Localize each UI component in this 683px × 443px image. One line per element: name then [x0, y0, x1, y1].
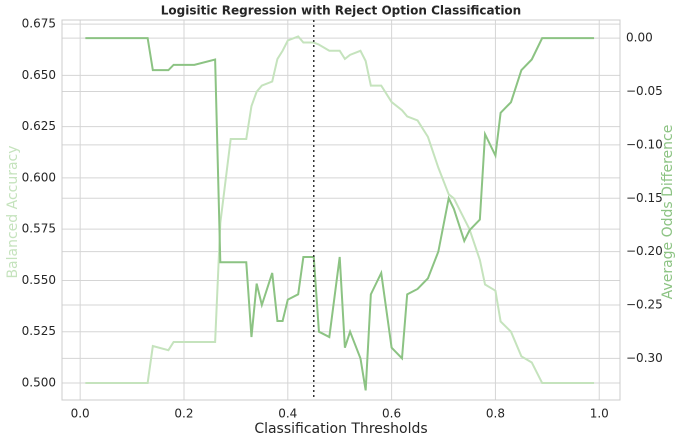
y-tick-label: 0.575	[22, 222, 56, 236]
x-tick-label: 1.0	[590, 407, 609, 421]
y-tick-label: 0.600	[22, 170, 56, 184]
y-tick-label: 0.675	[22, 17, 56, 31]
y2-tick-label: −0.20	[626, 244, 663, 258]
y-tick-label: 0.500	[22, 375, 56, 389]
y-axis-label: Balanced Accuracy	[5, 145, 21, 278]
y2-tick-label: −0.05	[626, 84, 663, 98]
y2-tick-label: −0.30	[626, 351, 663, 365]
series-line	[85, 35, 595, 384]
chart-title: Logisitic Regression with Reject Option …	[161, 4, 521, 18]
y2-tick-label: −0.10	[626, 137, 663, 151]
x-tick-label: 0.4	[278, 407, 297, 421]
x-tick-label: 0.2	[174, 407, 193, 421]
y-tick-label: 0.625	[22, 119, 56, 133]
y2-tick-label: 0.00	[626, 31, 653, 45]
y2-axis-label: Average Odds Difference	[660, 125, 676, 300]
y-tick-label: 0.650	[22, 68, 56, 82]
x-tick-label: 0.0	[71, 407, 90, 421]
x-tick-label: 0.8	[486, 407, 505, 421]
plot-frame	[61, 19, 621, 401]
y2-tick-label: −0.15	[626, 191, 663, 205]
y-tick-label: 0.525	[22, 324, 56, 338]
y2-tick-label: −0.25	[626, 298, 663, 312]
y-tick-label: 0.550	[22, 273, 56, 287]
x-tick-label: 0.6	[382, 407, 401, 421]
series-line	[85, 37, 595, 391]
x-axis-label: Classification Thresholds	[254, 421, 427, 437]
